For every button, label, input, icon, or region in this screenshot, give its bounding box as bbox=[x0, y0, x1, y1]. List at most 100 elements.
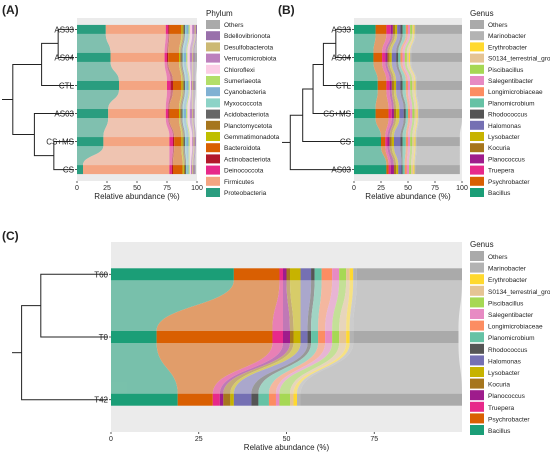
bar-segment-as04-proteobacteria bbox=[77, 52, 111, 62]
bar-segment-cs-ms-rhodococcus bbox=[403, 109, 406, 119]
bar-segment-as03-longimicrobiaceae bbox=[404, 165, 407, 175]
flow-bacillus bbox=[354, 146, 387, 166]
flow-proteobacteria bbox=[77, 61, 119, 81]
legend-label-others: Others bbox=[488, 22, 508, 29]
bar-segment-t0-salegentibacter bbox=[325, 331, 333, 343]
flow-bacteroidota bbox=[168, 61, 182, 81]
x-tick-label: 75 bbox=[370, 436, 378, 443]
flow-kocuria bbox=[223, 343, 294, 394]
bar-segment-as03-gemmatimonadota bbox=[179, 109, 181, 119]
flow-planococcus bbox=[385, 33, 393, 53]
dendrogram-branch bbox=[322, 42, 351, 86]
x-axis-label: Relative abundance (%) bbox=[244, 443, 330, 452]
bar-segment-t60-salegentibacter bbox=[332, 268, 340, 281]
bar-segment-cs-marinobacter bbox=[415, 137, 417, 147]
bar-segment-cs-bdellovibrionota bbox=[193, 165, 195, 175]
legend-label-proteobacteria: Proteobacteria bbox=[224, 190, 267, 197]
bar-segment-ctl-lysobacter bbox=[393, 80, 397, 90]
flow-verrucomicrobiota bbox=[189, 118, 194, 138]
bar-segment-ctl-erythrobacter bbox=[414, 80, 416, 90]
legend-label-truepera: Truepera bbox=[488, 405, 515, 412]
bar-segment-as03-marinobacter bbox=[414, 165, 416, 175]
flow-lysobacter bbox=[290, 280, 301, 331]
legend-label-bacillus: Bacillus bbox=[488, 428, 511, 435]
flow-bdellovibrionota bbox=[193, 89, 195, 110]
legend-label-truepera: Truepera bbox=[488, 168, 515, 175]
flow-actinobacteriota bbox=[168, 118, 175, 138]
flow-bdellovibrionota bbox=[193, 61, 195, 81]
legend-swatch-psychrobacter bbox=[470, 413, 484, 424]
flow-rhodococcus bbox=[396, 61, 403, 81]
legend-swatch-truepera bbox=[470, 401, 484, 412]
legend-swatch-rhodococcus bbox=[470, 343, 484, 354]
bar-segment-as03-desulfobacterota bbox=[192, 109, 194, 119]
flow-myxococcota bbox=[182, 89, 187, 110]
legend-swatch-halomonas bbox=[470, 355, 484, 366]
legend-swatch-bdellovibrionota bbox=[206, 31, 220, 41]
bar-segment-as33-others bbox=[415, 24, 462, 34]
bar-segment-cs-desulfobacterota bbox=[192, 165, 194, 175]
flow-verrucomicrobiota bbox=[189, 33, 195, 53]
bar-segment-as33-verrucomicrobiota bbox=[192, 24, 195, 34]
bar-segment-cs-ms-bacteroidota bbox=[174, 137, 182, 147]
bar-segment-cs-ms-desulfobacterota bbox=[193, 137, 195, 147]
flow-others bbox=[411, 61, 462, 81]
flow-chloroflexi bbox=[189, 146, 193, 166]
legend-swatch-acidobacteriota bbox=[206, 109, 220, 119]
bar-segment-t0-planococcus bbox=[282, 331, 291, 343]
flow-marinobacter bbox=[415, 89, 419, 110]
bar-segment-t60-truepera bbox=[279, 268, 283, 281]
flow-longimicrobiaceae bbox=[268, 343, 326, 394]
bar-segment-as04-halomonas bbox=[391, 52, 397, 62]
bar-segment-cs-verrucomicrobiota bbox=[191, 165, 193, 175]
flow-firmicutes bbox=[108, 89, 167, 110]
bar-segment-cs-ms-erythrobacter bbox=[416, 109, 418, 119]
bar-segment-as04-cyanobacteria bbox=[183, 52, 187, 62]
bar-segment-as03-rhodococcus bbox=[401, 165, 403, 175]
bar-segment-as03-piscibacillus bbox=[409, 165, 412, 175]
flow-planctomycetota bbox=[180, 61, 184, 81]
legend-swatch-longimicrobiaceae bbox=[470, 320, 484, 331]
bar-segment-as04-truepera bbox=[382, 52, 386, 62]
legend-label-psychrobacter: Psychrobacter bbox=[488, 179, 530, 186]
bar-segment-ctl-s0134-terrestrial-group bbox=[412, 80, 415, 90]
legend-swatch-proteobacteria bbox=[206, 188, 220, 197]
flow-salegentibacter bbox=[406, 146, 411, 166]
alluvial-flows bbox=[77, 33, 197, 166]
bar-segment-cs-halomonas bbox=[393, 137, 401, 147]
flow-myxococcota bbox=[182, 118, 187, 138]
flow-lysobacter bbox=[391, 118, 400, 138]
bar-segment-as04-bacillus bbox=[354, 52, 374, 62]
bar-segment-cs-ms-longimicrobiaceae bbox=[408, 109, 411, 119]
flow-others bbox=[194, 33, 197, 53]
flow-acidobacteriota bbox=[181, 33, 185, 53]
bar-segment-t42-piscibacillus bbox=[279, 393, 291, 406]
bar-segment-cs-ms-lysobacter bbox=[396, 109, 400, 119]
bar-segment-cs-ms-sumerlaeota bbox=[188, 137, 190, 147]
flow-others bbox=[300, 343, 462, 394]
flow-planomicrobium bbox=[402, 118, 408, 138]
flow-kocuria bbox=[389, 146, 397, 166]
bar-segment-ctl-longimicrobiaceae bbox=[405, 80, 408, 90]
flow-salegentibacter bbox=[325, 280, 340, 331]
flow-longimicrobiaceae bbox=[400, 61, 408, 81]
flow-chloroflexi bbox=[187, 33, 193, 53]
x-tick-label: 100 bbox=[456, 185, 468, 192]
legend-swatch-psychrobacter bbox=[470, 176, 484, 186]
bar-segment-as03-myxococcota bbox=[182, 109, 184, 119]
legend-swatch-salegentibacter bbox=[470, 309, 484, 319]
flow-planomicrobium bbox=[398, 33, 406, 53]
bar-segment-t0-piscibacillus bbox=[332, 331, 340, 343]
bar-segment-as33-acidobacteriota bbox=[183, 24, 185, 34]
bar-segment-cs-chloroflexi bbox=[189, 165, 191, 175]
flow-halomonas bbox=[233, 343, 308, 394]
legend-title: Phylum bbox=[206, 9, 233, 18]
flow-bacteroidota bbox=[169, 89, 182, 110]
legend-label-planctomycetota: Planctomycetota bbox=[224, 123, 272, 130]
legend-swatch-bacillus bbox=[470, 425, 484, 435]
legend-swatch-bacillus bbox=[470, 188, 484, 197]
bar-segment-ctl-chloroflexi bbox=[189, 80, 191, 90]
flow-bacillus bbox=[111, 280, 234, 331]
legend-swatch-halomonas bbox=[470, 120, 484, 130]
